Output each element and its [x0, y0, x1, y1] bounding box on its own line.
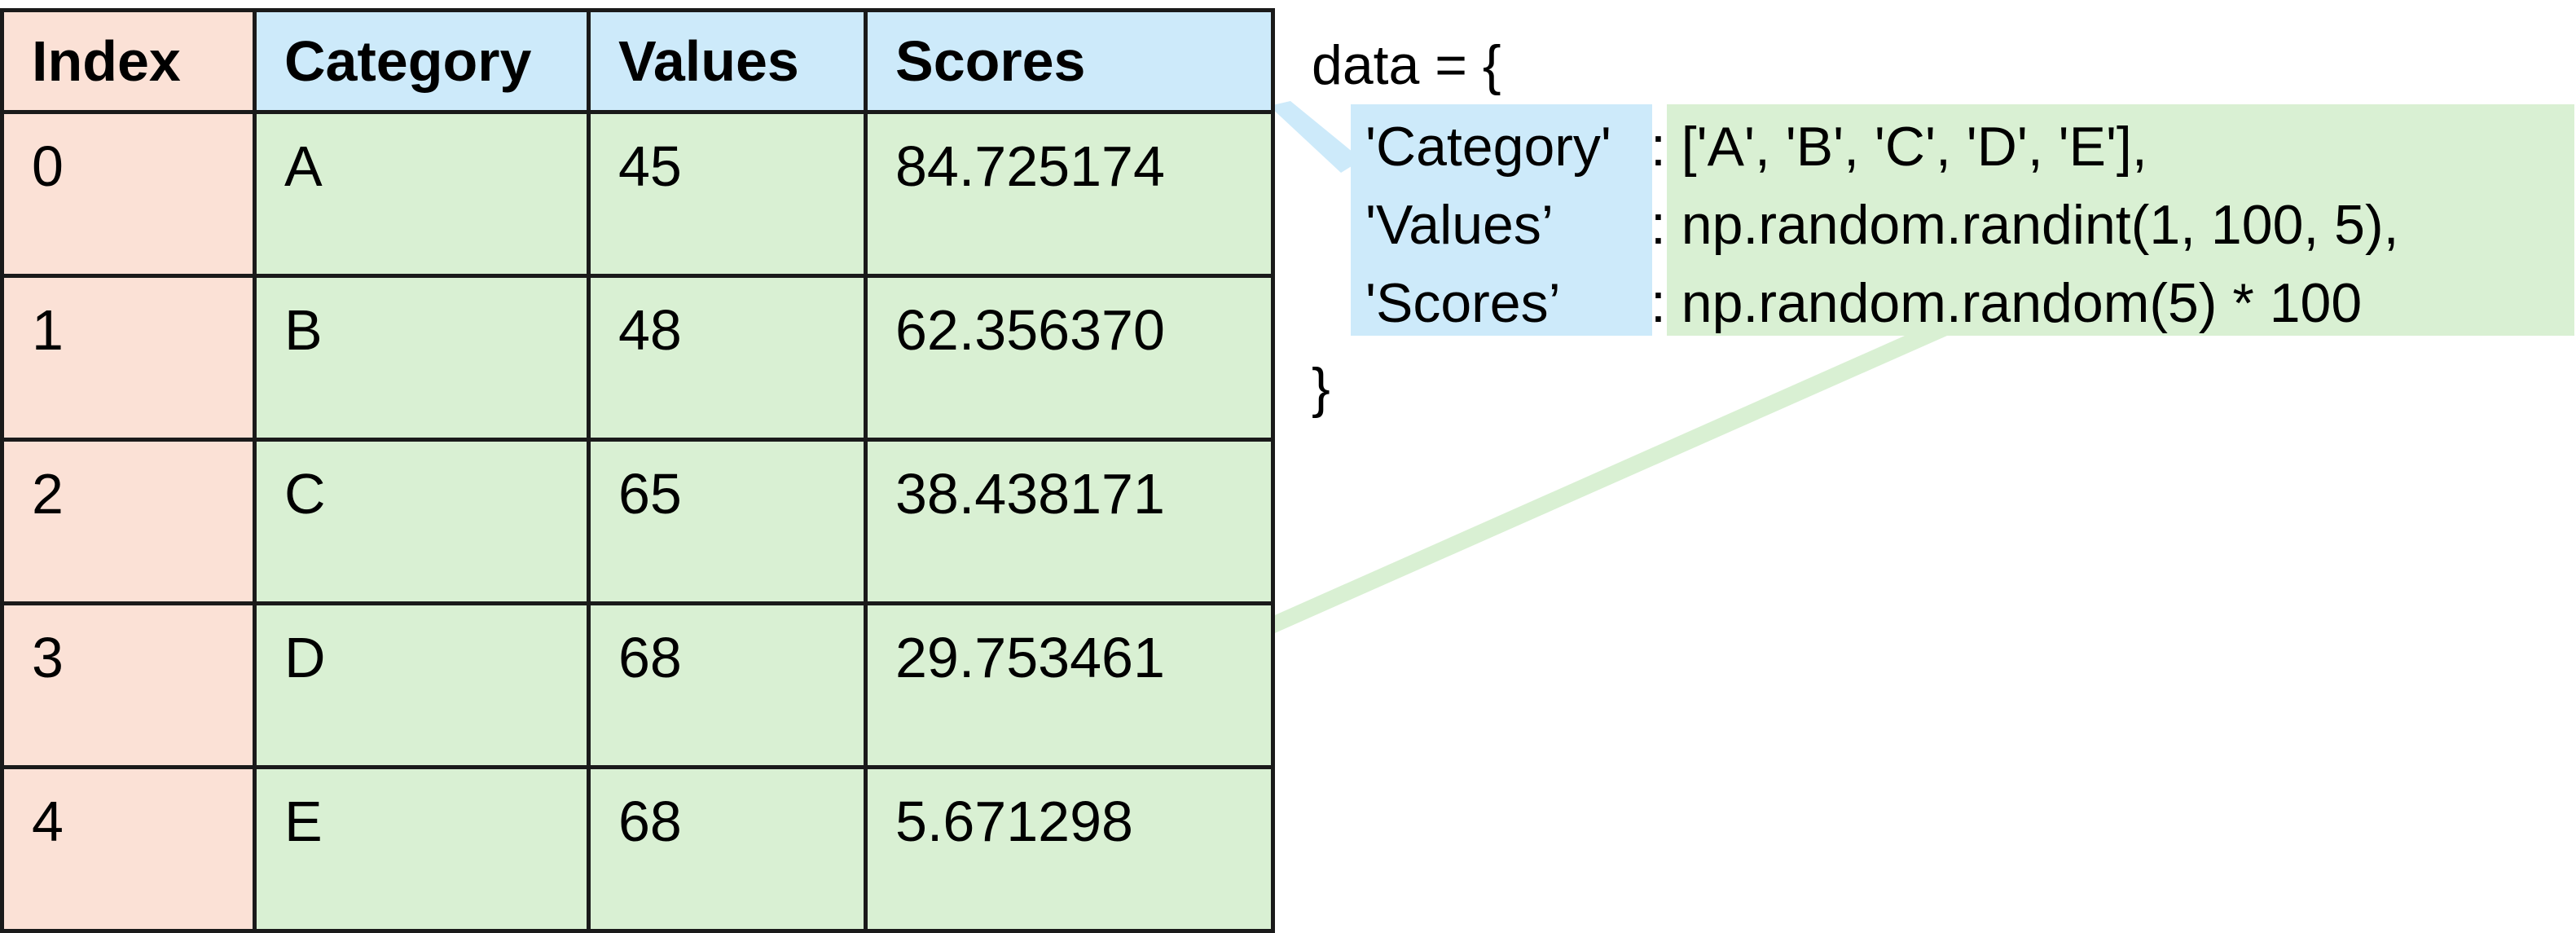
code-value-values: : np.random.randint(1, 100, 5), — [1651, 194, 2399, 256]
values-cell: 45 — [587, 110, 868, 278]
values-cell: 65 — [587, 438, 868, 605]
category-cell: E — [253, 765, 591, 933]
index-cell: 1 — [0, 274, 257, 442]
scores-cell: 29.753461 — [864, 601, 1275, 769]
table-header-row: Index Category Values Scores — [0, 8, 1275, 114]
code-key-scores: 'Scores’ — [1365, 272, 1561, 334]
category-cell: C — [253, 438, 591, 605]
code-value-category: : ['A', 'B', 'C', 'D', 'E'], — [1651, 116, 2147, 178]
code-key-category: 'Category' — [1365, 116, 1611, 178]
code-key-values: 'Values’ — [1365, 194, 1554, 256]
index-cell: 0 — [0, 110, 257, 278]
header-category: Category — [253, 8, 591, 114]
values-cell: 68 — [587, 601, 868, 769]
table-row: 2 C 65 38.438171 — [0, 438, 1275, 605]
scores-cell: 84.725174 — [864, 110, 1275, 278]
header-to-keys-connector — [1269, 101, 1362, 173]
values-cell: 48 — [587, 274, 868, 442]
data-to-values-connector — [1269, 336, 1947, 636]
category-cell: D — [253, 601, 591, 769]
dataframe-table: Index Category Values Scores 0 A 45 84.7… — [0, 8, 1275, 933]
index-cell: 4 — [0, 765, 257, 933]
table-row: 4 E 68 5.671298 — [0, 765, 1275, 933]
index-cell: 3 — [0, 601, 257, 769]
values-cell: 68 — [587, 765, 868, 933]
index-cell: 2 — [0, 438, 257, 605]
table-row: 1 B 48 62.356370 — [0, 274, 1275, 442]
table-row: 3 D 68 29.753461 — [0, 601, 1275, 769]
category-cell: A — [253, 110, 591, 278]
code-value-scores: : np.random.random(5) * 100 — [1651, 272, 2363, 334]
scores-cell: 62.356370 — [864, 274, 1275, 442]
header-index: Index — [0, 8, 257, 114]
table-row: 0 A 45 84.725174 — [0, 110, 1275, 278]
scores-cell: 38.438171 — [864, 438, 1275, 605]
header-scores: Scores — [864, 8, 1275, 114]
code-close-line: } — [1312, 357, 1330, 419]
code-open-line: data = { — [1312, 34, 1501, 96]
header-values: Values — [587, 8, 868, 114]
scores-cell: 5.671298 — [864, 765, 1275, 933]
category-cell: B — [253, 274, 591, 442]
